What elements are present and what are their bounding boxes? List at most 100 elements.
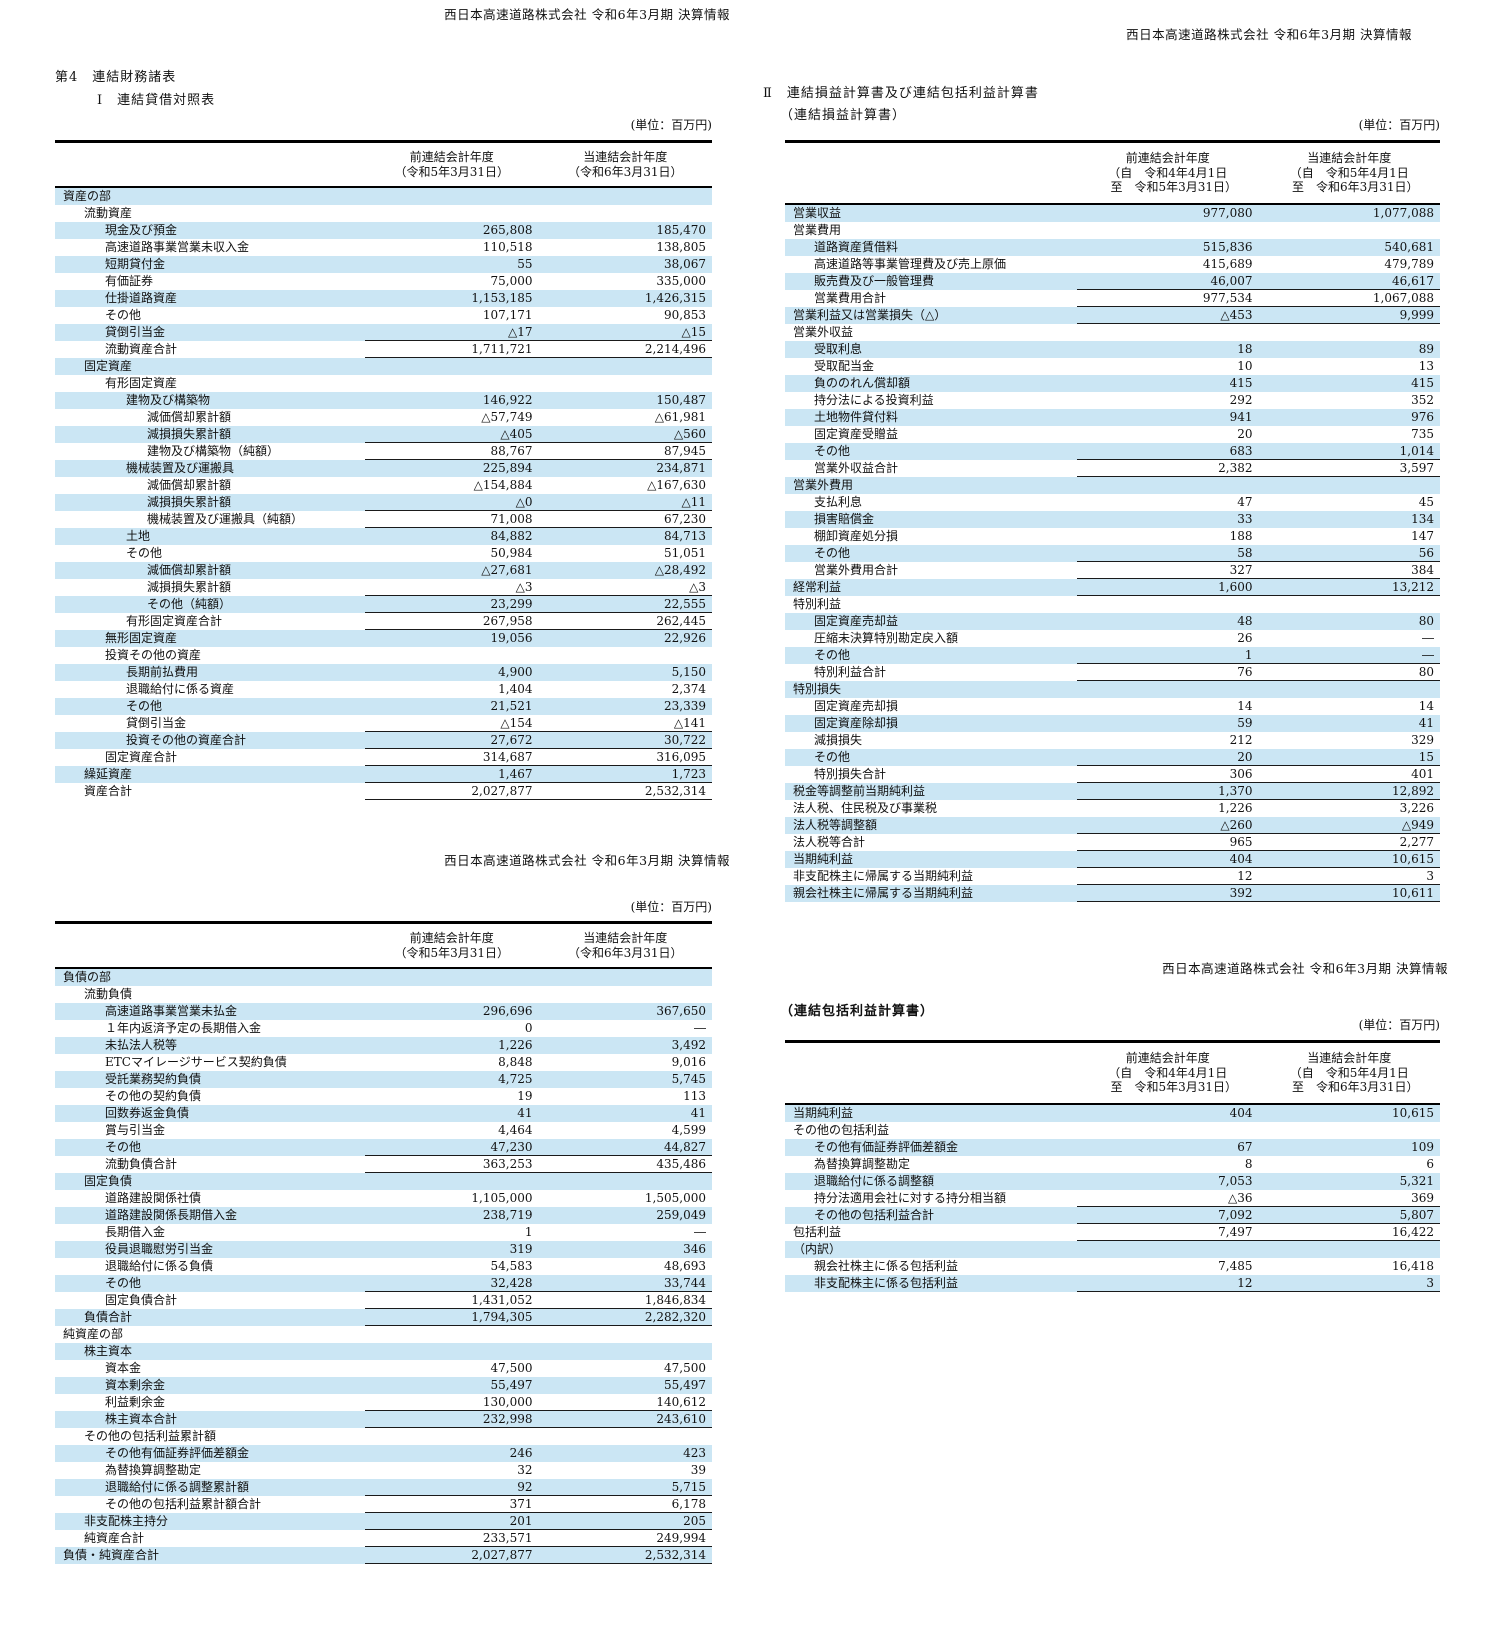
table-row: その他 47,230 44,827 xyxy=(55,1139,712,1156)
row-label: 退職給付に係る負債 xyxy=(105,1259,214,1273)
row-value-current xyxy=(1259,681,1441,698)
table-row: 短期貸付金 55 38,067 xyxy=(55,256,712,273)
row-value-previous: 10 xyxy=(1237,359,1253,373)
table-row: 経常利益 1,600 13,212 xyxy=(785,579,1440,596)
table-row: 現金及び預金 265,808 185,470 xyxy=(55,222,712,239)
row-value-current: 5,807 xyxy=(1399,1208,1434,1222)
row-label: 包括利益 xyxy=(793,1225,842,1239)
row-value-previous: 238,719 xyxy=(482,1208,533,1222)
table-row: 負債合計 1,794,305 2,282,320 xyxy=(55,1309,712,1326)
row-value-current: △61,981 xyxy=(654,410,706,424)
table-row: 有形固定資産 xyxy=(55,375,712,392)
row-values: 75,000 335,000 xyxy=(365,273,712,290)
row-label: 無形固定資産 xyxy=(105,631,178,645)
row-value-current: 1,846,834 xyxy=(644,1293,706,1307)
row-label: 利益剰余金 xyxy=(105,1395,166,1409)
row-value-current: 2,532,314 xyxy=(644,784,706,798)
row-value-current xyxy=(539,375,713,392)
row-value-previous: 977,080 xyxy=(1202,206,1253,220)
row-label: その他 xyxy=(105,308,142,322)
row-value-previous: 20 xyxy=(1237,750,1253,764)
row-values: 1,794,305 2,282,320 xyxy=(365,1309,712,1326)
table-row: 機械装置及び運搬具 225,894 234,871 xyxy=(55,460,712,477)
row-label: 法人税、住民税及び事業税 xyxy=(793,801,938,815)
row-label: ETCマイレージサービス契約負債 xyxy=(105,1055,287,1069)
row-value-previous: 2,027,877 xyxy=(471,1548,533,1562)
row-label: 高速道路事業営業未払金 xyxy=(105,1004,238,1018)
row-values xyxy=(365,1428,712,1445)
row-value-previous: 130,000 xyxy=(482,1395,533,1409)
table-row: 持分法適用会社に対する持分相当額 △36 369 xyxy=(785,1190,1440,1207)
row-value-current: 3 xyxy=(1426,869,1434,883)
row-value-current xyxy=(539,969,713,986)
column-header-previous-year: 前連結会計年度 （令和5年3月31日） xyxy=(394,931,510,960)
balance-sheet-assets-table: 前連結会計年度 （令和5年3月31日） 当連結会計年度 （令和6年3月31日） 資産の部… xyxy=(55,140,712,800)
row-label: 非支配株主に係る包括利益 xyxy=(814,1276,959,1290)
row-values: 683 1,014 xyxy=(1077,443,1440,460)
row-value-previous: 371 xyxy=(509,1497,533,1511)
row-value-current: 84,713 xyxy=(664,529,706,543)
row-values: 296,696 367,650 xyxy=(365,1003,712,1020)
row-values: 265,808 185,470 xyxy=(365,222,712,239)
table-row: 投資その他の資産合計 27,672 30,722 xyxy=(55,732,712,749)
row-label: 資産合計 xyxy=(84,784,133,798)
row-value-current: 14 xyxy=(1418,699,1434,713)
table-row: 減損損失累計額 △3 △3 xyxy=(55,579,712,596)
row-values: 4,900 5,150 xyxy=(365,664,712,681)
row-value-previous: 14 xyxy=(1237,699,1253,713)
row-values: 19 113 xyxy=(365,1088,712,1105)
row-label: その他の包括利益累計額合計 xyxy=(105,1497,262,1511)
table-row: 法人税等合計 965 2,277 xyxy=(785,834,1440,851)
row-label: 建物及び構築物 xyxy=(126,393,211,407)
row-value-current: 22,926 xyxy=(664,631,706,645)
row-label: 当期純利益 xyxy=(793,852,854,866)
table-row: 固定負債合計 1,431,052 1,846,834 xyxy=(55,1292,712,1309)
row-value-previous xyxy=(1077,1122,1259,1139)
row-values: 110,518 138,805 xyxy=(365,239,712,256)
row-value-previous xyxy=(365,188,539,205)
row-value-previous: 41 xyxy=(517,1106,533,1120)
row-values: 238,719 259,049 xyxy=(365,1207,712,1224)
row-value-current: 2,214,496 xyxy=(644,342,706,356)
row-value-current: 87,945 xyxy=(664,444,706,458)
row-value-current: 147 xyxy=(1411,529,1434,543)
table-row: 役員退職慰労引当金 319 346 xyxy=(55,1241,712,1258)
row-label: 高速道路事業営業未収入金 xyxy=(105,240,250,254)
table-row: 退職給付に係る資産 1,404 2,374 xyxy=(55,681,712,698)
row-label: その他 xyxy=(814,648,851,662)
row-values: 47 45 xyxy=(1077,494,1440,511)
row-values: 1,431,052 1,846,834 xyxy=(365,1292,712,1309)
row-value-previous: 33 xyxy=(1237,512,1253,526)
row-label: 営業利益又は営業損失（△） xyxy=(793,308,947,322)
row-value-previous: 20 xyxy=(1237,427,1253,441)
page-header-top-left: 西日本高速道路株式会社 令和6年3月期 決算情報 xyxy=(444,7,730,22)
row-value-previous: 232,998 xyxy=(482,1412,533,1426)
row-value-previous: 19,056 xyxy=(490,631,533,645)
table-row: 資本金 47,500 47,500 xyxy=(55,1360,712,1377)
row-value-current: 316,095 xyxy=(656,750,706,764)
row-values: 20 735 xyxy=(1077,426,1440,443)
table-row: 親会社株主に帰属する当期純利益 392 10,611 xyxy=(785,885,1440,902)
column-header-current-year: 当連結会計年度 （令和6年3月31日） xyxy=(567,931,683,960)
row-value-previous: 1 xyxy=(524,1225,533,1239)
row-values xyxy=(365,358,712,375)
row-value-previous: 404 xyxy=(1229,1106,1253,1120)
row-values: 107,171 90,853 xyxy=(365,307,712,324)
row-label: 回数券返金負債 xyxy=(105,1106,190,1120)
row-label: その他 xyxy=(126,699,163,713)
row-value-current: 205 xyxy=(683,1514,706,1528)
row-label: 道路建設関係社債 xyxy=(105,1191,202,1205)
row-value-current: 335,000 xyxy=(656,274,706,288)
row-value-current: 6 xyxy=(1426,1157,1434,1171)
row-values: 76 80 xyxy=(1077,664,1440,681)
row-values: 12 3 xyxy=(1077,1275,1440,1292)
row-value-current: △141 xyxy=(673,716,706,730)
row-label: 土地物件貸付料 xyxy=(814,410,899,424)
row-label: 特別損失 xyxy=(793,682,842,696)
row-label: 営業外収益合計 xyxy=(814,461,899,475)
table-row: 為替換算調整勘定 32 39 xyxy=(55,1462,712,1479)
row-values: △0 △11 xyxy=(365,494,712,511)
table-row: 有価証券 75,000 335,000 xyxy=(55,273,712,290)
row-value-previous: 23,299 xyxy=(490,597,533,611)
table-row: その他有価証券評価差額金 67 109 xyxy=(785,1139,1440,1156)
